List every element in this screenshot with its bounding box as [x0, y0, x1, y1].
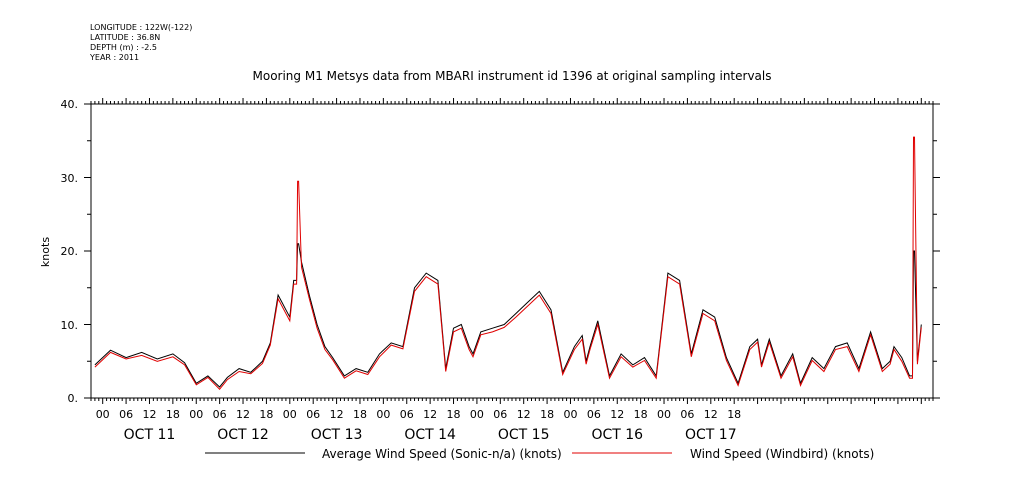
x-tick-label: 18 — [540, 408, 554, 421]
series-line-average-wind — [94, 243, 922, 388]
metadata-block: LONGITUDE : 122W(-122) LATITUDE : 36.8N … — [89, 23, 192, 62]
axis-ticks — [84, 98, 940, 404]
x-tick-labels: 00 06 12 18 00 06 12 18 00 06 12 18 00 06 12 18 00 06 12 18… — [96, 408, 742, 421]
day-label: OCT 17 — [685, 427, 737, 443]
x-tick-label: 18 — [166, 408, 180, 421]
chart-title: Mooring M1 Metsys data from MBARI instru… — [253, 69, 772, 83]
y-tick-label: 30. — [61, 172, 79, 185]
x-tick-label: 06 — [119, 408, 133, 421]
meta-year: YEAR : 2011 — [89, 53, 139, 62]
x-tick-label: 18 — [634, 408, 648, 421]
x-tick-label: 00 — [470, 408, 484, 421]
x-tick-label: 00 — [563, 408, 577, 421]
x-tick-label: 12 — [610, 408, 624, 421]
y-axis-label: knots — [39, 237, 52, 267]
x-tick-label: 18 — [727, 408, 741, 421]
day-label: OCT 14 — [404, 427, 456, 443]
x-tick-label: 00 — [283, 408, 297, 421]
x-tick-label: 06 — [587, 408, 601, 421]
plot-frame — [90, 103, 934, 399]
x-tick-label: 12 — [142, 408, 156, 421]
legend: Average Wind Speed (Sonic-n/a) (knots) W… — [205, 447, 874, 461]
legend-label-windbird: Wind Speed (Windbird) (knots) — [690, 447, 874, 461]
x-tick-label: 00 — [376, 408, 390, 421]
x-tick-label: 06 — [213, 408, 227, 421]
y-tick-label: 0. — [68, 392, 79, 405]
meta-longitude: LONGITUDE : 122W(-122) — [90, 23, 192, 32]
x-tick-label: 12 — [517, 408, 531, 421]
x-tick-label: 18 — [447, 408, 461, 421]
x-tick-label: 00 — [189, 408, 203, 421]
day-label: OCT 11 — [124, 427, 176, 443]
x-tick-label: 00 — [657, 408, 671, 421]
day-label: OCT 12 — [217, 427, 269, 443]
x-tick-label: 00 — [96, 408, 110, 421]
x-tick-label: 06 — [400, 408, 414, 421]
x-tick-label: 18 — [259, 408, 273, 421]
x-tick-label: 18 — [353, 408, 367, 421]
x-tick-label: 12 — [704, 408, 718, 421]
x-tick-label: 06 — [493, 408, 507, 421]
series-layer — [94, 136, 922, 390]
series-line-windbird — [94, 136, 922, 390]
meta-depth: DEPTH (m) : -2.5 — [90, 43, 157, 52]
y-tick-label: 20. — [61, 245, 79, 258]
day-label: OCT 16 — [591, 427, 643, 443]
x-tick-label: 12 — [423, 408, 437, 421]
day-labels: OCT 11 OCT 12 OCT 13 OCT 14 OCT 15 OCT 16 OCT … — [124, 427, 737, 443]
x-tick-label: 06 — [680, 408, 694, 421]
day-label: OCT 13 — [311, 427, 363, 443]
day-label: OCT 15 — [498, 427, 550, 443]
y-tick-label: 40. — [61, 98, 79, 111]
x-tick-label: 12 — [330, 408, 344, 421]
y-tick-label: 10. — [61, 319, 79, 332]
x-tick-label: 06 — [306, 408, 320, 421]
meta-latitude: LATITUDE : 36.8N — [90, 33, 160, 42]
y-tick-labels: 0. 10. 20. 30. 40. — [61, 98, 79, 405]
x-tick-label: 12 — [236, 408, 250, 421]
legend-label-average-wind: Average Wind Speed (Sonic-n/a) (knots) — [322, 447, 562, 461]
